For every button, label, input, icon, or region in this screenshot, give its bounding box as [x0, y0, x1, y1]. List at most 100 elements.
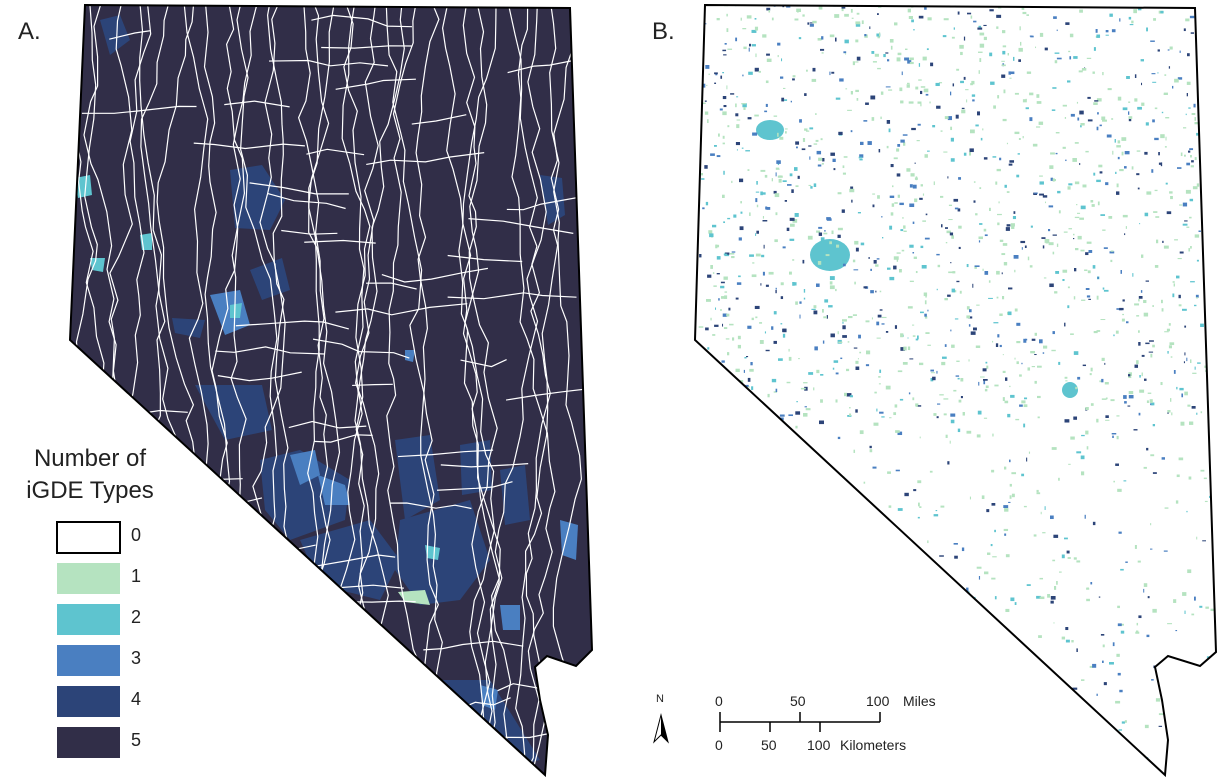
- speck: [958, 226, 961, 229]
- speck: [996, 343, 998, 347]
- speck: [785, 200, 787, 202]
- speck: [772, 657, 774, 659]
- speck: [756, 181, 758, 185]
- speck: [1185, 611, 1186, 614]
- speck: [717, 555, 720, 558]
- speck: [1037, 396, 1041, 398]
- speck: [975, 213, 977, 215]
- speck: [1084, 270, 1087, 272]
- figure: [0, 0, 1220, 782]
- speck: [783, 180, 787, 182]
- speck: [967, 13, 971, 15]
- speck: [1005, 377, 1007, 380]
- speck: [818, 38, 822, 41]
- speck: [800, 315, 801, 319]
- speck: [773, 597, 776, 599]
- speck: [1054, 586, 1056, 590]
- speck: [816, 370, 819, 373]
- speck: [1028, 367, 1031, 370]
- speck: [717, 155, 721, 157]
- speck: [1116, 191, 1119, 194]
- speck: [1047, 594, 1050, 598]
- speck: [1026, 14, 1029, 16]
- speck: [856, 248, 859, 252]
- speck: [924, 89, 929, 93]
- speck: [972, 673, 976, 674]
- speck: [822, 52, 824, 53]
- speck: [911, 128, 916, 130]
- speck: [857, 98, 859, 101]
- speck: [1070, 333, 1074, 335]
- speck: [1015, 93, 1019, 95]
- speck: [925, 154, 928, 158]
- speck: [1211, 745, 1214, 747]
- speck: [920, 437, 921, 439]
- speck: [907, 84, 910, 88]
- speck: [1165, 146, 1167, 147]
- speck: [979, 187, 981, 189]
- speck: [731, 181, 732, 183]
- speck: [1128, 406, 1131, 407]
- speck: [883, 649, 886, 652]
- speck: [1009, 386, 1010, 387]
- speck: [1160, 11, 1163, 13]
- speck: [904, 58, 909, 61]
- speck: [1186, 114, 1187, 115]
- speck: [1176, 387, 1177, 389]
- speck: [995, 654, 998, 656]
- speck: [801, 388, 806, 390]
- speck: [1068, 464, 1070, 465]
- speck: [707, 347, 709, 349]
- speck: [938, 265, 940, 267]
- speck: [1023, 339, 1026, 343]
- speck: [1176, 276, 1179, 279]
- speck: [1074, 351, 1079, 355]
- speck: [713, 272, 714, 274]
- speck: [951, 138, 954, 142]
- speck: [829, 241, 832, 244]
- speck: [705, 501, 707, 503]
- speck: [1216, 79, 1219, 81]
- speck: [1205, 250, 1207, 251]
- speck: [973, 21, 976, 23]
- speck: [1003, 45, 1006, 47]
- speck: [822, 309, 824, 313]
- speck: [709, 645, 713, 646]
- speck: [796, 9, 801, 12]
- speck: [985, 771, 990, 773]
- speck: [1085, 151, 1088, 152]
- speck: [1008, 288, 1012, 290]
- speck: [917, 480, 921, 483]
- speck: [694, 38, 699, 40]
- speck: [824, 230, 825, 231]
- speck: [976, 346, 980, 348]
- speck: [1185, 19, 1189, 22]
- speck: [1065, 22, 1069, 25]
- speck: [955, 208, 958, 210]
- speck: [1205, 607, 1209, 609]
- speck: [1100, 125, 1102, 127]
- scale-tick: 50: [761, 737, 777, 753]
- speck: [834, 168, 836, 170]
- speck: [729, 324, 733, 326]
- speck: [1204, 235, 1207, 239]
- speck: [705, 328, 709, 331]
- speck: [977, 434, 981, 437]
- speck: [831, 334, 835, 338]
- speck: [1196, 537, 1197, 540]
- speck: [838, 342, 842, 343]
- speck: [889, 525, 890, 528]
- speck: [801, 712, 805, 715]
- speck: [913, 222, 915, 224]
- speck: [1184, 220, 1188, 221]
- speck: [1064, 323, 1065, 327]
- speck: [1073, 417, 1077, 420]
- speck: [870, 96, 875, 100]
- speck: [1170, 342, 1175, 345]
- speck: [920, 91, 922, 94]
- speck: [852, 18, 854, 19]
- speck: [755, 18, 757, 20]
- speck: [1106, 30, 1109, 32]
- speck: [902, 72, 903, 76]
- speck: [900, 399, 903, 401]
